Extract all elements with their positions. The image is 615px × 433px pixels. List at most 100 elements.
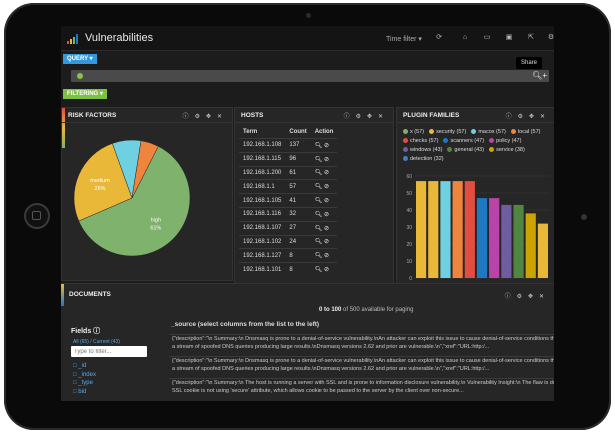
top-bar: Vulnerabilities Time filter ▾ ⟳ ⌂ ▭ ▣ ⇱ … bbox=[61, 26, 554, 51]
panel-accent bbox=[62, 108, 65, 148]
legend-item[interactable]: general (43) bbox=[447, 146, 484, 155]
save-icon[interactable]: ▣ bbox=[505, 34, 513, 41]
bar[interactable] bbox=[489, 198, 500, 278]
pie-slice-medium[interactable] bbox=[73, 143, 133, 222]
refresh-icon[interactable]: ⟳ bbox=[436, 34, 442, 41]
query-search-icon[interactable]: 🔍︎+ bbox=[532, 71, 547, 80]
y-tick-label: 0 bbox=[409, 276, 412, 282]
logo-icon bbox=[67, 34, 81, 44]
panel-controls[interactable]: ⓘ⚙✥✕ bbox=[343, 114, 389, 120]
host-count: 96 bbox=[285, 151, 311, 167]
host-actions[interactable]: 🔍︎ ⊘ bbox=[310, 179, 338, 194]
table-row: 192.168.1.200 61 🔍︎ ⊘ bbox=[239, 165, 338, 180]
bar[interactable] bbox=[501, 204, 512, 278]
query-status-dot bbox=[77, 73, 83, 79]
query-input-bar[interactable]: 🔍︎+ bbox=[71, 70, 549, 82]
host-actions[interactable]: 🔍︎ ⊘ bbox=[310, 248, 338, 263]
add-query-icon[interactable]: + bbox=[542, 71, 547, 80]
legend-item[interactable]: x (57) bbox=[403, 128, 424, 137]
panel-header: PLUGIN FAMILIES ⓘ⚙✥✕ bbox=[397, 108, 554, 123]
bar[interactable] bbox=[525, 213, 536, 278]
field-filter-text[interactable] bbox=[71, 346, 147, 357]
host-term: 192.168.1.107 bbox=[239, 220, 286, 236]
fields-toggle-links[interactable]: All (65) / Current (43) bbox=[73, 339, 120, 345]
field-item[interactable]: □ _index bbox=[73, 371, 96, 378]
host-actions[interactable]: 🔍︎ ⊘ bbox=[310, 165, 338, 180]
pie-slice-none[interactable] bbox=[131, 140, 159, 199]
host-term: 192.168.1.1 bbox=[239, 179, 286, 194]
legend-item[interactable]: scanners (47) bbox=[443, 137, 484, 146]
panel-header: HOSTS ⓘ⚙✥✕ bbox=[235, 108, 393, 123]
filtering-button[interactable]: FILTERING ▾ bbox=[63, 89, 107, 99]
panel-accent bbox=[61, 284, 64, 306]
host-actions[interactable]: 🔍︎ ⊘ bbox=[310, 193, 338, 208]
column-header[interactable]: Term bbox=[243, 129, 258, 135]
document-row[interactable]: {"description":"\n Summary:\n The host i… bbox=[169, 378, 554, 388]
document-row[interactable]: {"description":"\n Summary:\n Dnsmasq is… bbox=[169, 334, 554, 344]
host-actions[interactable]: 🔍︎ ⊘ bbox=[310, 138, 338, 153]
bar[interactable] bbox=[440, 181, 451, 278]
legend-item[interactable]: checks (57) bbox=[403, 137, 438, 146]
document-row[interactable]: a stream of spoofed DNS queries producin… bbox=[172, 366, 490, 372]
bar[interactable] bbox=[452, 181, 463, 278]
host-actions[interactable]: 🔍︎ ⊘ bbox=[310, 220, 338, 236]
column-header[interactable]: Action bbox=[314, 129, 334, 135]
legend-item[interactable]: policy (47) bbox=[489, 137, 521, 146]
host-actions[interactable]: 🔍︎ ⊘ bbox=[310, 234, 338, 249]
table-row: 192.168.1.102 24 🔍︎ ⊘ bbox=[239, 234, 338, 249]
legend-item[interactable]: security (57) bbox=[429, 128, 466, 137]
field-item[interactable]: □ _type bbox=[73, 380, 93, 386]
tablet-frame: Vulnerabilities Time filter ▾ ⟳ ⌂ ▭ ▣ ⇱ … bbox=[4, 3, 611, 430]
host-count: 24 bbox=[285, 234, 311, 249]
field-item[interactable]: □ _id bbox=[73, 363, 87, 369]
bar[interactable] bbox=[537, 223, 548, 278]
paging-info: 0 to 100 of 500 available for paging bbox=[319, 307, 414, 313]
host-actions[interactable]: 🔍︎ ⊘ bbox=[310, 262, 338, 276]
document-row[interactable]: SSL cookie is not using 'secure' attribu… bbox=[172, 388, 464, 394]
document-row[interactable]: {"description":"\n Summary:\n Dnsmasq is… bbox=[169, 356, 554, 366]
table-row: 192.168.1.127 8 🔍︎ ⊘ bbox=[239, 248, 338, 263]
pie-slice-high[interactable] bbox=[78, 145, 191, 257]
panel-header: RISK FACTORS ⓘ⚙✥✕ bbox=[62, 108, 232, 123]
query-button[interactable]: QUERY ▾ bbox=[63, 54, 97, 64]
time-filter-button[interactable]: Time filter ▾ bbox=[386, 36, 422, 43]
home-icon[interactable]: ⌂ bbox=[462, 34, 468, 41]
bar[interactable] bbox=[476, 198, 488, 278]
host-term: 192.168.1.200 bbox=[239, 165, 286, 180]
table-row: 192.168.1.105 41 🔍︎ ⊘ bbox=[239, 193, 338, 208]
panel-controls[interactable]: ⓘ⚙✥✕ bbox=[505, 114, 551, 120]
table-row: 192.168.1.101 8 🔍︎ ⊘ bbox=[239, 262, 338, 276]
bar[interactable] bbox=[464, 181, 475, 278]
legend-item[interactable]: service (38) bbox=[489, 146, 525, 155]
pie-label: high bbox=[151, 217, 161, 223]
home-button[interactable] bbox=[24, 203, 50, 229]
panel-controls[interactable]: ⓘ⚙✥✕ bbox=[182, 114, 228, 120]
y-tick-label: 40 bbox=[406, 208, 412, 214]
bar[interactable] bbox=[428, 181, 439, 278]
field-list: □ _id □ _index □ _type □ bid bbox=[73, 362, 96, 396]
host-term: 192.168.1.116 bbox=[239, 206, 286, 222]
folder-icon[interactable]: ▭ bbox=[483, 34, 491, 41]
host-term: 192.168.1.115 bbox=[239, 151, 286, 167]
panel-title: HOSTS bbox=[241, 112, 264, 119]
plugin-bar-chart: 60 50 40 30 20 10 0 bbox=[406, 174, 549, 282]
document-row[interactable]: a stream of spoofed DNS queries producin… bbox=[172, 344, 490, 350]
host-count: 137 bbox=[285, 138, 311, 153]
host-actions[interactable]: 🔍︎ ⊘ bbox=[310, 206, 338, 222]
panel-controls[interactable]: ⓘ⚙✥✕ bbox=[504, 294, 550, 300]
table-row: 192.168.1.115 96 🔍︎ ⊘ bbox=[239, 151, 338, 167]
panel-title: PLUGIN FAMILIES bbox=[403, 112, 460, 119]
legend-item[interactable]: local (57) bbox=[510, 128, 540, 137]
legend-item[interactable]: macos (57) bbox=[471, 128, 506, 137]
column-header[interactable]: Count bbox=[289, 129, 307, 135]
field-item[interactable]: □ bid bbox=[73, 388, 87, 395]
bar[interactable] bbox=[513, 204, 524, 278]
table-row: 192.168.1.116 32 🔍︎ ⊘ bbox=[239, 206, 338, 222]
gear-icon[interactable]: ⚙ bbox=[547, 34, 554, 41]
legend-item[interactable]: windows (43) bbox=[403, 146, 442, 155]
share-icon[interactable]: ⇱ bbox=[528, 34, 534, 41]
bar[interactable] bbox=[416, 181, 427, 278]
legend-item[interactable]: detection (32) bbox=[403, 155, 444, 164]
host-actions[interactable]: 🔍︎ ⊘ bbox=[310, 151, 338, 167]
field-filter-input[interactable] bbox=[71, 346, 147, 357]
